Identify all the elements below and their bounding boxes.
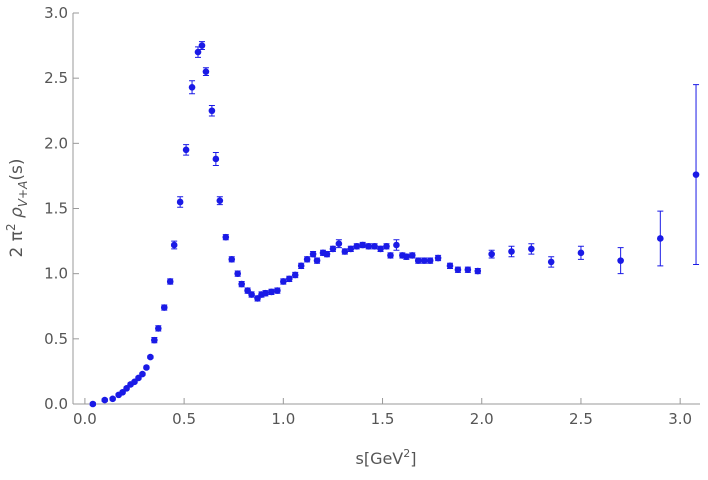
point [323,250,331,258]
point [274,287,281,294]
x-label-part: s[GeV [355,449,403,468]
point [313,257,321,264]
y-label-part: 2 π [7,231,27,257]
point [454,266,462,274]
point [212,155,220,163]
point [434,254,442,262]
point [285,275,293,283]
point [353,242,361,250]
point [547,258,555,266]
point [238,280,245,288]
point [170,241,178,249]
point [303,256,311,263]
point [268,288,275,296]
x-tick-label: 3.0 [668,410,692,428]
x-tick-label: 2.5 [569,410,593,428]
point [474,267,482,275]
y-tick-label: 1.0 [44,265,68,283]
x-tick-label: 0.0 [73,410,97,428]
point [393,241,400,249]
x-tick-label: 0.5 [172,410,196,428]
point [488,250,495,258]
point [234,270,241,277]
point [371,242,378,250]
y-tick-label: 0.0 [44,395,68,413]
point [341,248,349,255]
point [155,325,162,332]
point [426,257,434,264]
y-axis-label: 2 π2 ρV+A(s) [4,159,30,258]
point [577,249,585,257]
point [109,395,116,403]
point [464,266,472,274]
point [194,48,202,56]
point [408,252,416,259]
point [657,235,664,242]
point [176,198,184,206]
point [692,171,700,178]
point [222,233,230,241]
point [377,245,384,253]
point [188,83,196,91]
point [216,197,224,204]
y-label-part: (s) [7,159,27,181]
point [359,241,366,249]
point [403,253,410,261]
point [383,242,390,250]
y-tick-label: 2.0 [44,134,68,152]
point [329,245,337,253]
point [166,278,174,285]
point [617,257,624,264]
point [420,257,428,264]
point [335,240,343,247]
y-label-sup: 2 [4,223,18,231]
x-tick-label: 1.0 [271,410,295,428]
x-axis-label: s[GeV2] [355,447,416,468]
point [228,256,236,263]
y-tick-label: 3.0 [44,4,68,22]
point [151,336,158,344]
y-tick-label: 2.5 [44,69,68,87]
y-label-sub: V+A [16,181,30,207]
y-tick-label: 0.5 [44,330,68,348]
point [182,146,190,154]
point [202,68,210,75]
point [446,262,454,270]
x-label-sup: 2 [403,447,410,460]
point [387,252,394,259]
point [262,289,269,297]
point [139,370,146,378]
point [528,245,535,253]
point [160,304,168,311]
y-label-part: ρ [7,207,27,223]
point [248,291,255,298]
point [101,396,109,404]
point [291,271,299,279]
point [89,400,97,408]
x-tick-label: 1.5 [371,410,395,428]
point [508,248,515,255]
x-label-part: ] [410,449,416,468]
point [198,42,206,49]
point [147,353,154,361]
point [347,245,355,253]
point [414,257,422,264]
point [280,278,287,285]
point [309,250,317,258]
point [297,262,305,270]
point [365,242,372,250]
point [208,107,216,115]
point [143,364,150,371]
y-tick-label: 1.5 [44,200,68,218]
x-tick-label: 2.0 [470,410,494,428]
